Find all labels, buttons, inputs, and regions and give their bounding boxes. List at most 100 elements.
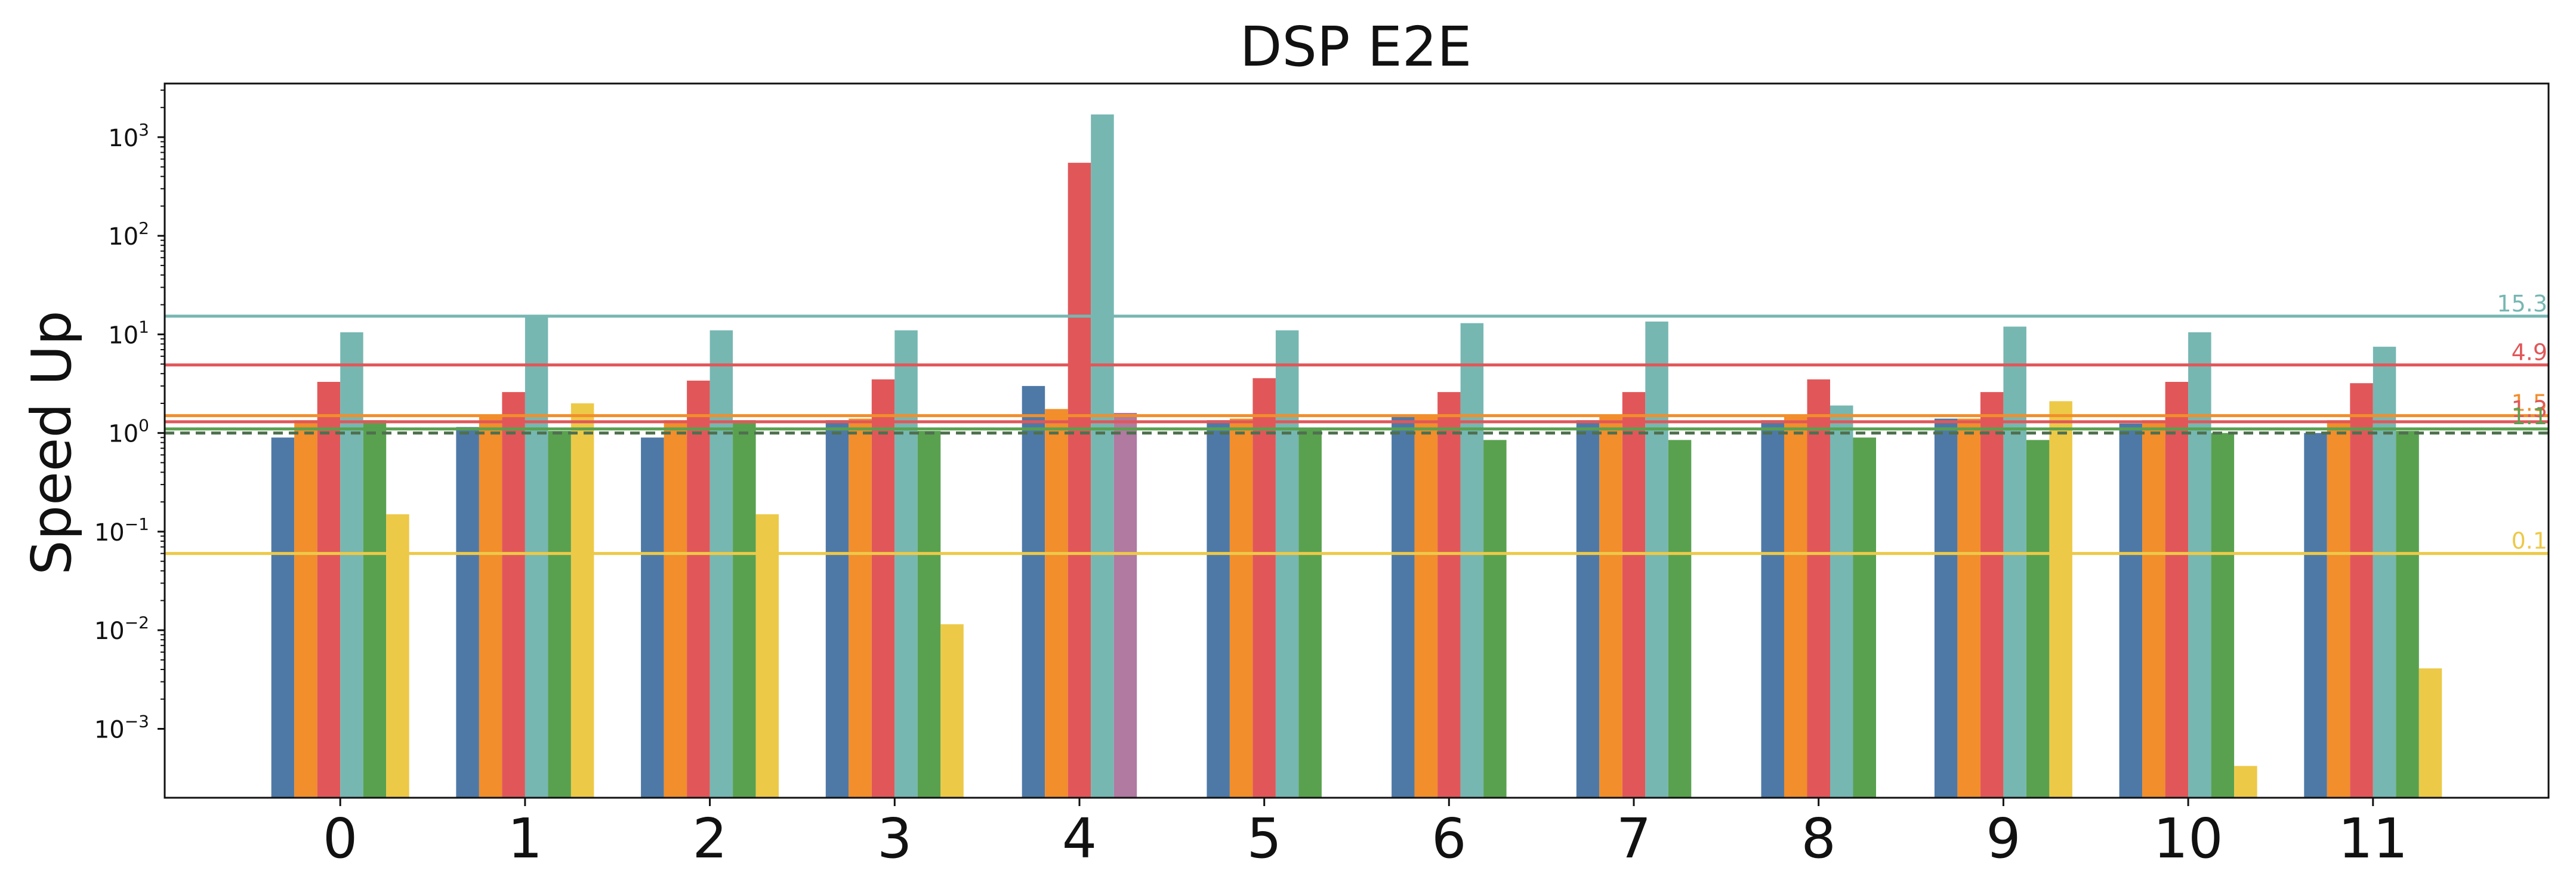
y-tick-label-3: 100 xyxy=(108,416,149,448)
bar-cat3-series2 xyxy=(871,379,895,798)
bar-cat1-series3 xyxy=(525,316,548,798)
bar-cat1-series2 xyxy=(502,392,525,798)
y-tick-base-0: 10 xyxy=(94,717,125,744)
bar-cat0-series1 xyxy=(294,420,317,798)
bar-cat10-series1 xyxy=(2142,420,2165,798)
reference-line-label-0: 15.3 xyxy=(2497,291,2547,317)
bars-layer xyxy=(271,114,2442,798)
bar-cat10-series5 xyxy=(2234,766,2257,798)
bar-cat10-series3 xyxy=(2188,332,2211,798)
x-tick-label-2: 2 xyxy=(692,807,727,871)
y-tick-base-2: 10 xyxy=(94,519,125,547)
y-tick-exponent-6: 3 xyxy=(138,120,149,140)
bar-cat2-series3 xyxy=(709,330,733,798)
x-tick-label-4: 4 xyxy=(1062,807,1097,871)
bar-cat10-series4 xyxy=(2211,433,2235,798)
bar-cat11-series1 xyxy=(2327,420,2350,798)
bar-cat4-series3 xyxy=(1091,114,1114,798)
bar-cat0-series4 xyxy=(363,420,387,798)
y-tick-base-4: 10 xyxy=(108,322,138,349)
y-tick-label-2: 10−1 xyxy=(94,514,149,547)
bar-cat1-series5 xyxy=(570,403,594,798)
plot-frame xyxy=(163,82,2550,799)
y-axis-label: Speed Up xyxy=(20,310,84,575)
x-tick-label-11: 11 xyxy=(2338,807,2408,871)
y-tick-exponent-1: −2 xyxy=(125,613,149,632)
reference-line-label-4: 1.1 xyxy=(2512,403,2547,430)
bar-cat0-series0 xyxy=(271,437,295,798)
bar-cat9-series5 xyxy=(2049,401,2072,798)
reference-lines-layer: 15.3 4.9 1.51.31.1 0.1 xyxy=(165,291,2549,555)
y-tick-base-1: 10 xyxy=(94,618,125,645)
bar-cat3-series0 xyxy=(825,420,849,798)
x-tick-label-3: 3 xyxy=(877,807,912,871)
bar-cat9-series3 xyxy=(2003,326,2026,798)
bar-cat8-series1 xyxy=(1784,415,1807,798)
y-tick-label-4: 101 xyxy=(108,317,149,349)
chart-title: DSP E2E xyxy=(1240,15,1472,79)
bar-cat6-series0 xyxy=(1392,417,1415,798)
bar-cat8-series2 xyxy=(1807,379,1830,798)
bar-cat0-series2 xyxy=(317,382,341,798)
x-tick-label-10: 10 xyxy=(2154,807,2223,871)
bar-cat10-series2 xyxy=(2165,382,2189,798)
bar-cat11-series2 xyxy=(2350,383,2373,798)
bar-cat5-series0 xyxy=(1207,420,1230,798)
bar-cat2-series1 xyxy=(664,420,687,798)
bar-cat1-series4 xyxy=(548,431,571,798)
bar-cat7-series3 xyxy=(1645,321,1668,798)
y-tick-exponent-3: 0 xyxy=(138,416,149,436)
x-tick-label-9: 9 xyxy=(1986,807,2021,871)
bar-cat1-series1 xyxy=(479,417,502,798)
bar-cat9-series4 xyxy=(2026,440,2050,798)
bar-cat4-series1 xyxy=(1045,409,1068,798)
reference-line-label-2: 1.5 xyxy=(2512,390,2547,416)
y-tick-label-0: 10−3 xyxy=(94,712,149,744)
y-tick-label-6: 103 xyxy=(108,120,149,152)
y-tick-base-3: 10 xyxy=(108,421,138,448)
bar-cat7-series2 xyxy=(1622,392,1646,798)
bar-cat9-series0 xyxy=(1934,418,1958,798)
bar-cat5-series3 xyxy=(1275,330,1299,798)
bar-cat2-series0 xyxy=(641,437,664,798)
bar-cat11-series4 xyxy=(2396,431,2419,798)
y-tick-label-1: 10−2 xyxy=(94,613,149,645)
reference-line-label-6: 0.1 xyxy=(2512,528,2547,554)
y-tick-base-5: 10 xyxy=(108,223,138,251)
x-tick-label-6: 6 xyxy=(1432,807,1467,871)
bar-cat7-series4 xyxy=(1668,440,1692,798)
bar-cat9-series1 xyxy=(1957,418,1980,798)
bar-cat5-series2 xyxy=(1252,378,1276,798)
bar-cat2-series5 xyxy=(755,514,779,798)
bar-cat3-series1 xyxy=(849,418,872,798)
bar-cat11-series0 xyxy=(2304,433,2327,798)
bar-cat1-series0 xyxy=(456,427,479,798)
bar-cat6-series2 xyxy=(1437,392,1461,798)
bar-cat5-series4 xyxy=(1298,428,1322,798)
bar-cat3-series3 xyxy=(894,330,918,798)
x-ticks-layer: 0 1 2 3 4 5 6 7 8 9 10 11 xyxy=(323,798,2408,871)
bar-cat7-series0 xyxy=(1576,420,1600,798)
bar-cat0-series5 xyxy=(386,514,409,798)
bar-cat0-series3 xyxy=(340,332,363,798)
bar-cat8-series3 xyxy=(1830,405,1853,798)
bar-cat4-series6 xyxy=(1113,413,1137,798)
bar-cat8-series4 xyxy=(1853,437,1876,798)
bar-cat4-series2 xyxy=(1068,162,1091,798)
y-tick-exponent-2: −1 xyxy=(125,514,149,534)
bar-cat4-series0 xyxy=(1022,385,1045,798)
bar-cat9-series2 xyxy=(1980,392,2004,798)
y-tick-base-6: 10 xyxy=(108,125,138,152)
bar-cat11-series5 xyxy=(2418,668,2442,798)
y-tick-exponent-4: 1 xyxy=(138,317,149,337)
bar-cat6-series4 xyxy=(1483,440,1507,798)
bar-cat2-series2 xyxy=(687,380,710,798)
bar-cat3-series5 xyxy=(940,624,964,798)
x-tick-label-8: 8 xyxy=(1801,807,1836,871)
bar-cat8-series0 xyxy=(1761,420,1784,798)
bar-cat7-series1 xyxy=(1599,417,1622,798)
bar-cat3-series4 xyxy=(917,431,941,798)
x-tick-label-5: 5 xyxy=(1247,807,1282,871)
bar-cat6-series3 xyxy=(1460,323,1484,798)
